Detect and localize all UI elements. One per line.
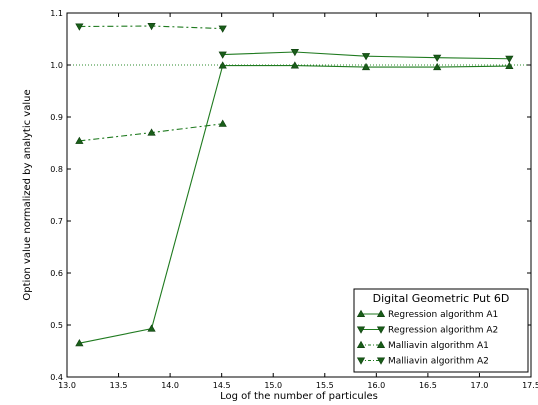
series-4 xyxy=(75,22,227,33)
series-layer xyxy=(75,22,514,347)
y-tick-label: 0.9 xyxy=(50,113,63,122)
data-point xyxy=(147,324,156,332)
data-point xyxy=(218,51,227,59)
x-tick-label: 14.0 xyxy=(161,381,179,390)
data-point xyxy=(75,136,84,144)
legend-title: Digital Geometric Put 6D xyxy=(373,292,510,305)
data-point xyxy=(290,48,299,57)
data-point xyxy=(218,61,227,69)
legend-label: Regression algorithm A1 xyxy=(388,310,498,320)
y-tick-label: 1.0 xyxy=(50,61,63,70)
data-point xyxy=(433,62,442,71)
data-point xyxy=(218,119,227,127)
data-point xyxy=(147,22,156,31)
x-tick-label: 13.5 xyxy=(110,381,128,390)
y-tick-label: 1.1 xyxy=(50,9,63,18)
y-tick-label: 0.8 xyxy=(50,165,63,174)
data-point xyxy=(147,128,156,136)
legend-marker xyxy=(376,357,386,365)
series-2 xyxy=(218,48,514,63)
legend-entry: Malliavin algorithm A2 xyxy=(356,357,489,367)
x-tick-label: 17.0 xyxy=(471,381,489,390)
y-tick-label: 0.4 xyxy=(50,373,63,382)
legend-marker xyxy=(376,340,386,349)
data-point xyxy=(290,61,299,69)
data-point xyxy=(433,54,442,62)
data-point xyxy=(218,25,227,33)
legend-marker xyxy=(356,357,366,365)
ticks-layer: 13.0 13.5 14.0 14.5 15.0 15.5 16.0 16.5 17.0 17.5… xyxy=(50,9,538,390)
data-point xyxy=(75,23,84,31)
data-point xyxy=(361,62,371,71)
x-tick-label: 17.5 xyxy=(522,381,538,390)
x-tick-label: 14.5 xyxy=(213,381,231,390)
x-axis-label: Log of the number of particules xyxy=(220,391,378,402)
legend-label: Malliavin algorithm A2 xyxy=(388,357,489,367)
legend-entry: Regression algorithm A1 xyxy=(356,309,498,320)
legend-marker xyxy=(376,326,386,334)
x-tick-label: 16.0 xyxy=(367,381,385,390)
legend-marker xyxy=(356,340,366,349)
y-tick-label: 0.7 xyxy=(50,217,63,226)
x-tick-label: 16.5 xyxy=(419,381,437,390)
legend-marker xyxy=(376,309,386,318)
data-point xyxy=(505,61,514,70)
series-3 xyxy=(75,119,227,144)
legend-label: Regression algorithm A2 xyxy=(388,326,498,336)
legend-marker xyxy=(356,309,366,318)
x-tick-label: 13.0 xyxy=(58,381,76,390)
legend: Digital Geometric Put 6D Regression algo… xyxy=(353,288,529,373)
y-axis-label: Option value normalized by analytic valu… xyxy=(22,89,33,300)
legend-entry: Regression algorithm A2 xyxy=(356,326,498,336)
x-tick-label: 15.0 xyxy=(264,381,282,390)
data-point xyxy=(505,55,514,63)
x-tick-label: 15.5 xyxy=(316,381,334,390)
series-1 xyxy=(75,61,514,347)
legend-label: Malliavin algorithm A1 xyxy=(388,341,489,351)
legend-entry: Malliavin algorithm A1 xyxy=(356,340,489,351)
legend-entries: Regression algorithm A1 Regression algori… xyxy=(356,309,498,367)
legend-marker xyxy=(356,326,366,334)
y-tick-label: 0.5 xyxy=(50,321,63,330)
y-tick-label: 0.6 xyxy=(50,269,63,278)
data-point xyxy=(75,338,84,347)
data-point xyxy=(361,53,371,61)
plot-frame xyxy=(66,12,532,378)
